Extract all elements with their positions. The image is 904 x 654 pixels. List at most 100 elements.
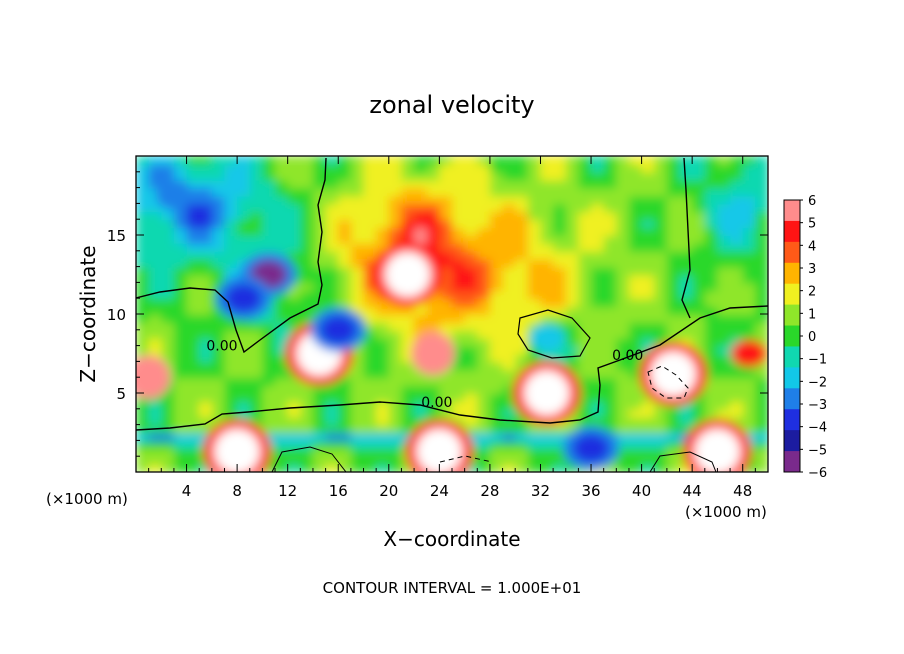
field-cell — [363, 266, 378, 276]
field-cell — [376, 464, 390, 472]
field-cell — [666, 235, 681, 244]
field-cell — [199, 163, 213, 173]
field-cell — [249, 345, 264, 355]
field-cell — [300, 408, 314, 418]
field-cell — [211, 211, 226, 221]
field-cell — [527, 464, 542, 472]
field-cell — [742, 242, 757, 252]
field-cell — [730, 274, 744, 284]
field-cell — [211, 329, 226, 339]
field-cell — [616, 329, 630, 339]
field-cell — [452, 298, 466, 308]
field-cell — [376, 306, 390, 315]
colorbar-tick-label: −4 — [808, 421, 827, 436]
field-cell — [730, 219, 744, 229]
field-cell — [565, 321, 580, 331]
field-cell — [325, 274, 340, 284]
field-cell — [502, 314, 517, 323]
field-cell — [401, 337, 416, 347]
field-cell — [679, 337, 694, 347]
field-cell — [666, 242, 681, 252]
field-cell — [452, 211, 466, 221]
field-cell — [148, 400, 163, 410]
field-cell — [452, 345, 466, 355]
field-cell — [692, 321, 706, 331]
field-cell — [502, 266, 517, 276]
field-cell — [275, 353, 289, 363]
field-cell — [363, 448, 378, 458]
field-cell — [275, 219, 289, 229]
field-cell — [287, 203, 302, 213]
field-cell — [540, 432, 555, 442]
field-cell — [477, 290, 491, 300]
field-cell — [173, 440, 188, 450]
field-cell — [287, 258, 302, 268]
field-cell — [439, 408, 453, 418]
field-cell — [515, 179, 529, 189]
field-cell — [186, 464, 201, 472]
x-tick-label: 12 — [278, 482, 297, 500]
field-cell — [704, 393, 719, 402]
field-cell — [439, 227, 453, 236]
field-cell — [704, 266, 719, 276]
field-cell — [211, 408, 226, 418]
field-cell — [704, 329, 719, 339]
field-cell — [325, 290, 340, 300]
field-cell — [654, 171, 668, 181]
field-cell — [211, 227, 226, 236]
field-cell — [224, 195, 239, 205]
field-cell — [628, 337, 643, 347]
field-cell — [489, 250, 504, 260]
field-cell — [628, 195, 643, 205]
field-cell — [616, 219, 630, 229]
field-cell — [452, 163, 466, 173]
field-cell — [237, 377, 251, 387]
field-cell — [211, 385, 226, 394]
field-cell — [502, 306, 517, 315]
field-cell — [515, 432, 529, 442]
field-cell — [148, 464, 163, 472]
field-cell — [211, 393, 226, 402]
field-cell — [464, 369, 479, 379]
field-feature — [136, 355, 171, 400]
field-feature — [528, 323, 565, 352]
field-cell — [704, 171, 719, 181]
field-cell — [591, 408, 605, 418]
field-cell — [186, 314, 201, 323]
field-cell — [578, 329, 593, 339]
field-cell — [325, 266, 340, 276]
field-cell — [502, 179, 517, 189]
field-cell — [224, 385, 239, 394]
contour-label: 0.00 — [421, 395, 452, 411]
field-cell — [249, 219, 264, 229]
field-cell — [603, 258, 618, 268]
field-cell — [161, 314, 175, 323]
field-cell — [553, 266, 567, 276]
field-cell — [704, 282, 719, 292]
field-cell — [654, 274, 668, 284]
field-cell — [376, 156, 390, 165]
field-cell — [692, 290, 706, 300]
field-cell — [742, 211, 757, 221]
field-cell — [515, 258, 529, 268]
field-cell — [527, 195, 542, 205]
field-cell — [287, 321, 302, 331]
field-cell — [578, 195, 593, 205]
field-cell — [211, 337, 226, 347]
field-cell — [249, 369, 264, 379]
field-cell — [553, 282, 567, 292]
field-cell — [679, 298, 694, 308]
field-cell — [388, 211, 403, 221]
field-cell — [527, 306, 542, 315]
field-cell — [641, 156, 656, 165]
field-cell — [312, 274, 327, 284]
field-cell — [186, 163, 201, 173]
field-cell — [628, 298, 643, 308]
field-cell — [161, 424, 175, 434]
field-cell — [199, 424, 213, 434]
field-cell — [300, 203, 314, 213]
field-cell — [742, 400, 757, 410]
field-cell — [502, 219, 517, 229]
field-cell — [641, 171, 656, 181]
